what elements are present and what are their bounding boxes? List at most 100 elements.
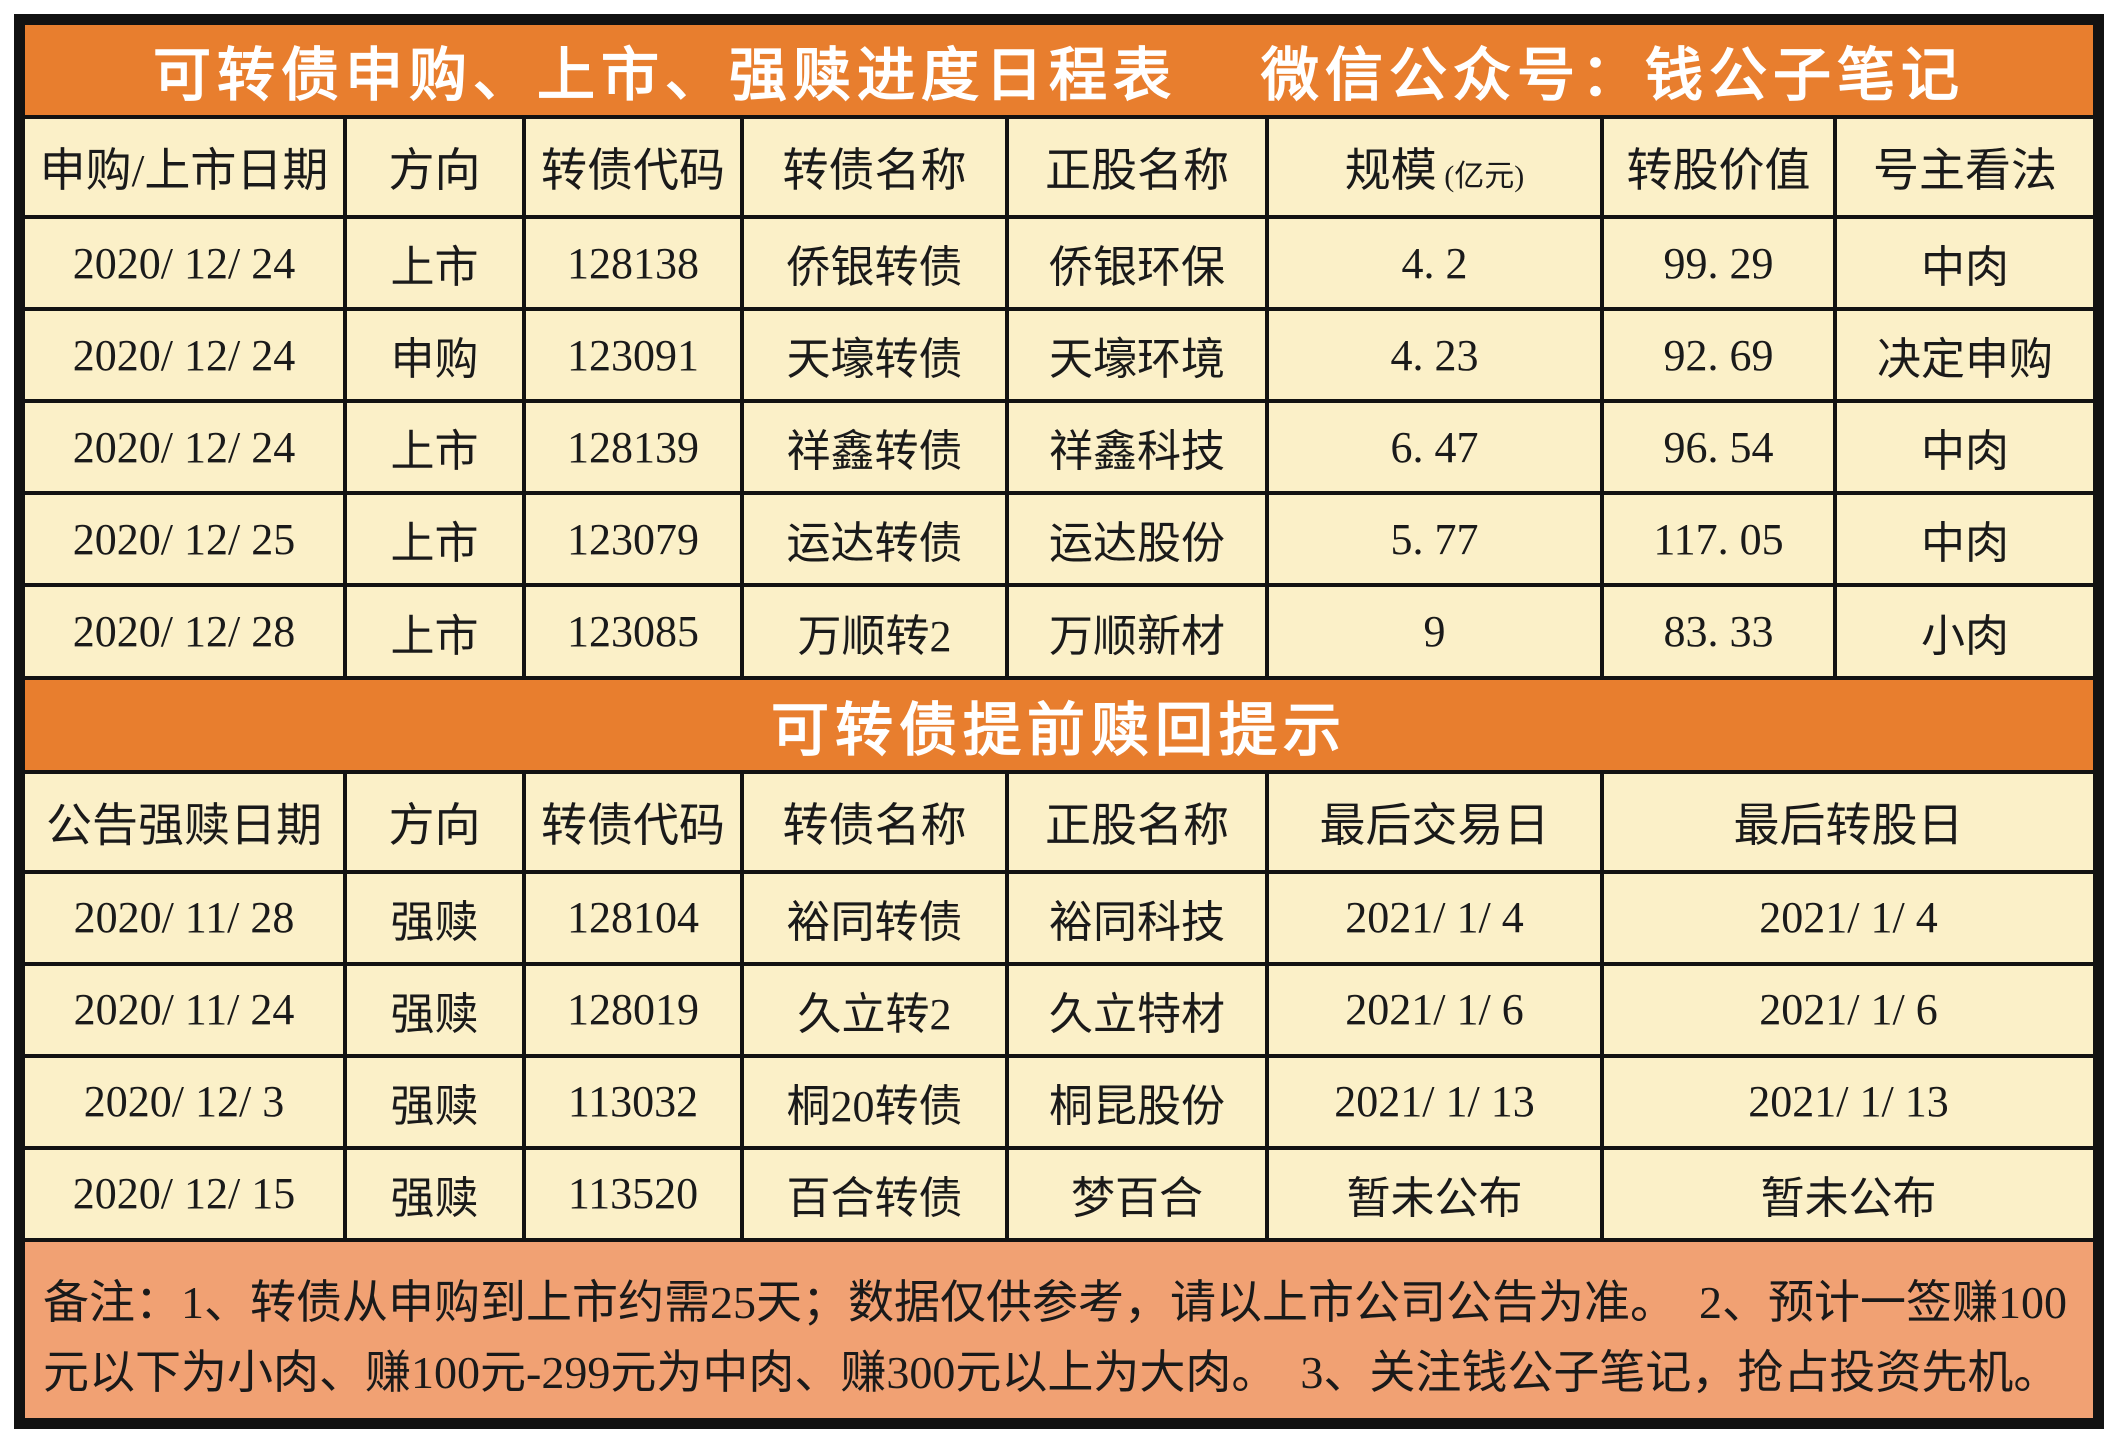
- redeem-table-cell: 桐20转债: [740, 1053, 1009, 1150]
- redeem-table-header-cell: 正股名称: [1005, 769, 1269, 874]
- listing-table-cell: 小肉: [1833, 583, 2097, 680]
- listing-table-header-cell: 规模 (亿元): [1265, 115, 1604, 220]
- listing-table-cell: 2020/ 12/ 24: [21, 399, 347, 496]
- listing-table-row: 2020/ 12/ 28 上市 123085 万顺转2 万顺新材 9 83. 33 小肉: [21, 583, 2097, 680]
- redeem-table-cell: 裕同转债: [740, 869, 1009, 966]
- listing-table-cell: 128138: [522, 215, 744, 312]
- redeem-table-header-cell: 最后转股日: [1600, 769, 2097, 874]
- listing-table-cell: 天壕环境: [1005, 307, 1269, 404]
- redeem-table-cell: 2021/ 1/ 13: [1600, 1053, 2097, 1150]
- listing-table-cell: 2020/ 12/ 28: [21, 583, 347, 680]
- listing-table-cell: 128139: [522, 399, 744, 496]
- redeem-table-cell: 2021/ 1/ 4: [1265, 869, 1604, 966]
- redeem-table-cell: 128019: [522, 961, 744, 1058]
- bond-table: 可转债申购、上市、强赎进度日程表 微信公众号：钱公子笔记 申购/上市日期 方向 转债…: [21, 20, 2097, 1422]
- redeem-table-header-cell: 最后交易日: [1265, 769, 1604, 874]
- listing-table-cell: 96. 54: [1600, 399, 1837, 496]
- listing-table-cell: 运达转债: [740, 491, 1009, 588]
- listing-table-cell: 万顺新材: [1005, 583, 1269, 680]
- wechat-account-label: 微信公众号：钱公子笔记: [1261, 43, 1966, 109]
- listing-table-cell: 4. 23: [1265, 307, 1604, 404]
- redeem-banner-cell: 可转债提前赎回提示: [21, 675, 2097, 774]
- redeem-table-cell: 2020/ 11/ 28: [21, 869, 347, 966]
- listing-table-cell: 侨银环保: [1005, 215, 1269, 312]
- redeem-table-cell: 2021/ 1/ 13: [1265, 1053, 1604, 1150]
- listing-table-cell: 万顺转2: [740, 583, 1009, 680]
- listing-table-cell: 2020/ 12/ 25: [21, 491, 347, 588]
- main-title-banner: 可转债申购、上市、强赎进度日程表 微信公众号：钱公子笔记: [21, 20, 2097, 120]
- redeem-table-cell: 2020/ 11/ 24: [21, 961, 347, 1058]
- listing-table-cell: 99. 29: [1600, 215, 1837, 312]
- redeem-table-header-cell: 方向: [343, 769, 526, 874]
- listing-table-header-cell: 申购/上市日期: [21, 115, 347, 220]
- listing-table-cell: 运达股份: [1005, 491, 1269, 588]
- redeem-table-cell: 强赎: [343, 961, 526, 1058]
- listing-table-header-row: 申购/上市日期 方向 转债代码 转债名称 正股名称 规模 (亿元) 转股价值 号主看法: [21, 115, 2097, 220]
- listing-table-cell: 83. 33: [1600, 583, 1837, 680]
- redeem-table-cell: 2020/ 12/ 3: [21, 1053, 347, 1150]
- notes-row: 备注：1、转债从申购到上市约需25天；数据仅供参考，请以上市公司公告为准。 2、…: [21, 1238, 2097, 1422]
- redeem-table-header-cell: 公告强赎日期: [21, 769, 347, 874]
- listing-table-cell: 2020/ 12/ 24: [21, 307, 347, 404]
- redeem-table-cell: 暂未公布: [1600, 1145, 2097, 1243]
- redeem-banner-title: 可转债提前赎回提示: [770, 697, 1347, 763]
- listing-table-cell: 中肉: [1833, 491, 2097, 588]
- redeem-table-cell: 2021/ 1/ 6: [1265, 961, 1604, 1058]
- redeem-table-row: 2020/ 11/ 24 强赎 128019 久立转2 久立特材 2021/ 1/ 6 20…: [21, 961, 2097, 1058]
- listing-table-row: 2020/ 12/ 24 上市 128138 侨银转债 侨银环保 4. 2 99. 29 中肉: [21, 215, 2097, 312]
- listing-table-cell: 上市: [343, 215, 526, 312]
- redeem-table-cell: 强赎: [343, 1145, 526, 1243]
- listing-table-header-cell: 转债代码: [522, 115, 744, 220]
- listing-table-cell: 92. 69: [1600, 307, 1837, 404]
- listing-table-cell: 2020/ 12/ 24: [21, 215, 347, 312]
- listing-table-cell: 上市: [343, 491, 526, 588]
- listing-table-cell: 上市: [343, 399, 526, 496]
- redeem-table-cell: 2021/ 1/ 4: [1600, 869, 2097, 966]
- listing-table-cell: 117. 05: [1600, 491, 1837, 588]
- redeem-table-cell: 128104: [522, 869, 744, 966]
- redeem-table-cell: 久立转2: [740, 961, 1009, 1058]
- listing-table-cell: 9: [1265, 583, 1604, 680]
- listing-table-cell: 123091: [522, 307, 744, 404]
- listing-table-cell: 侨银转债: [740, 215, 1009, 312]
- redeem-table-cell: 百合转债: [740, 1145, 1009, 1243]
- listing-table-header-cell: 转债名称: [740, 115, 1009, 220]
- redeem-table-header-cell: 转债代码: [522, 769, 744, 874]
- redeem-table-cell: 裕同科技: [1005, 869, 1269, 966]
- redeem-table-cell: 久立特材: [1005, 961, 1269, 1058]
- listing-table-header-cell: 正股名称: [1005, 115, 1269, 220]
- listing-table-cell: 4. 2: [1265, 215, 1604, 312]
- listing-table-cell: 天壕转债: [740, 307, 1009, 404]
- redeem-table-header-row: 公告强赎日期 方向 转债代码 转债名称 正股名称 最后交易日 最后转股日: [21, 769, 2097, 874]
- listing-table-cell: 祥鑫转债: [740, 399, 1009, 496]
- redeem-table-cell: 2021/ 1/ 6: [1600, 961, 2097, 1058]
- redeem-table-cell: 2020/ 12/ 15: [21, 1145, 347, 1243]
- notes-cell: 备注：1、转债从申购到上市约需25天；数据仅供参考，请以上市公司公告为准。 2、…: [21, 1238, 2097, 1422]
- bond-schedule-sheet: 可转债申购、上市、强赎进度日程表 微信公众号：钱公子笔记 申购/上市日期 方向 转债…: [14, 14, 2104, 1429]
- page-title: 可转债申购、上市、强赎进度日程表: [152, 43, 1177, 109]
- redeem-table-cell: 113032: [522, 1053, 744, 1150]
- listing-table-cell: 上市: [343, 583, 526, 680]
- listing-table-row: 2020/ 12/ 24 申购 123091 天壕转债 天壕环境 4. 23 92. 69 决…: [21, 307, 2097, 404]
- redeem-table-cell: 强赎: [343, 869, 526, 966]
- listing-table-cell: 中肉: [1833, 399, 2097, 496]
- redeem-banner: 可转债提前赎回提示: [21, 675, 2097, 774]
- redeem-table-row: 2020/ 11/ 28 强赎 128104 裕同转债 裕同科技 2021/ 1/ 4 20…: [21, 869, 2097, 966]
- listing-table-cell: 申购: [343, 307, 526, 404]
- listing-table-cell: 祥鑫科技: [1005, 399, 1269, 496]
- listing-table-row: 2020/ 12/ 24 上市 128139 祥鑫转债 祥鑫科技 6. 47 96. 54 中…: [21, 399, 2097, 496]
- listing-table-row: 2020/ 12/ 25 上市 123079 运达转债 运达股份 5. 77 117. 05…: [21, 491, 2097, 588]
- notes-text: 备注：1、转债从申购到上市约需25天；数据仅供参考，请以上市公司公告为准。 2、…: [43, 1277, 2067, 1398]
- listing-table-cell: 中肉: [1833, 215, 2097, 312]
- listing-table-header-cell: 方向: [343, 115, 526, 220]
- listing-table-cell: 5. 77: [1265, 491, 1604, 588]
- listing-table-cell: 123079: [522, 491, 744, 588]
- redeem-table-cell: 桐昆股份: [1005, 1053, 1269, 1150]
- redeem-table-header-cell: 转债名称: [740, 769, 1009, 874]
- redeem-table-cell: 梦百合: [1005, 1145, 1269, 1243]
- redeem-table-cell: 113520: [522, 1145, 744, 1243]
- redeem-table-cell: 暂未公布: [1265, 1145, 1604, 1243]
- redeem-table-row: 2020/ 12/ 15 强赎 113520 百合转债 梦百合 暂未公布 暂未公布: [21, 1145, 2097, 1243]
- redeem-table-cell: 强赎: [343, 1053, 526, 1150]
